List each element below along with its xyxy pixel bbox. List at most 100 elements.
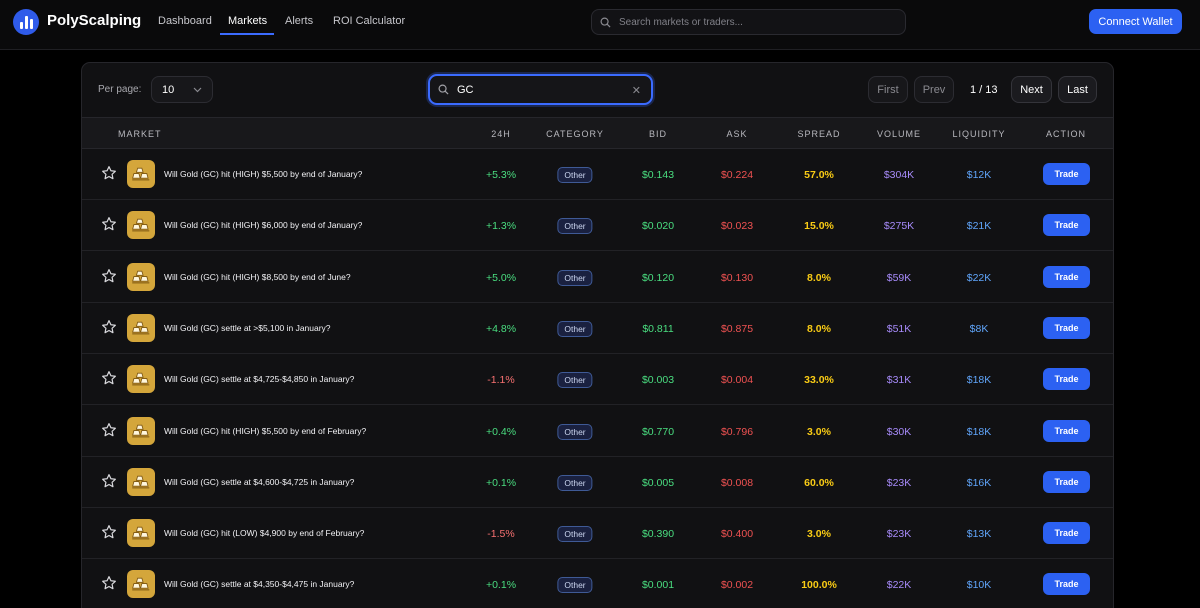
bid-price: $0.811 [642,322,674,335]
active-tab-indicator [220,33,274,35]
table-row[interactable]: Will Gold (GC) hit (HIGH) $5,500 by end … [82,406,1113,457]
trade-button[interactable]: Trade [1043,470,1090,493]
table-row[interactable]: Will Gold (GC) settle at $4,725-$4,850 i… [82,354,1113,406]
gold-bars-icon [127,416,155,445]
market-name[interactable]: Will Gold (GC) hit (HIGH) $6,000 by end … [164,220,363,231]
table-row[interactable]: Will Gold (GC) hit (HIGH) $6,000 by end … [82,200,1113,252]
table-row[interactable]: Will Gold (GC) settle at $4,350-$4,475 i… [82,559,1113,608]
polyscalping-logo-icon[interactable] [13,9,39,35]
volume-value: $30K [886,425,912,438]
next-page-button[interactable]: Next [1011,76,1052,103]
category-badge: Other [557,218,593,235]
spread-value: 8.0% [807,322,831,335]
market-name[interactable]: Will Gold (GC) hit (HIGH) $5,500 by end … [164,169,363,179]
star-icon[interactable] [101,165,117,181]
bid-price: $0.003 [641,374,675,387]
gold-bars-icon [127,467,155,496]
volume-value: $51K [886,322,912,335]
global-search-input[interactable] [619,16,889,28]
column-bid[interactable]: Bid [648,129,668,139]
column-liquidity[interactable]: Liquidity [952,129,1006,139]
ask-price: $0.224 [720,169,754,181]
liquidity-value: $18K [966,425,992,438]
spread-value: 33.0% [804,374,834,387]
market-name[interactable]: Will Gold (GC) hit (HIGH) $8,500 by end … [164,271,351,282]
change-24h: -1.5% [487,528,515,541]
market-name[interactable]: Will Gold (GC) settle at >$5,100 in Janu… [164,322,331,333]
trade-button[interactable]: Trade [1043,368,1090,391]
spread-value: 15.0% [804,220,834,233]
table-row[interactable]: Will Gold (GC) hit (LOW) $4,900 by end o… [82,508,1113,560]
ask-price: $0.400 [720,528,754,541]
ask-price: $0.002 [720,579,754,592]
column-market[interactable]: Market [118,129,162,139]
volume-value: $275K [883,220,915,233]
category-badge: Other [557,577,593,594]
global-search[interactable] [591,9,906,35]
gold-bars-icon [127,262,155,291]
first-page-button[interactable]: First [868,76,908,103]
nav-alerts[interactable]: Alerts [285,15,314,27]
market-search-input[interactable] [457,83,617,96]
trade-button[interactable]: Trade [1043,316,1090,339]
clear-search-icon[interactable]: ✕ [631,85,641,97]
change-24h: +0.1% [485,579,517,592]
spread-value: 3.0% [807,528,831,541]
market-name[interactable]: Will Gold (GC) settle at $4,350-$4,475 i… [164,579,355,590]
prev-page-button[interactable]: Prev [914,76,954,103]
star-icon[interactable] [101,422,117,438]
bid-price: $0.770 [641,425,675,438]
trade-button[interactable]: Trade [1043,573,1090,596]
table-header: Market 24h Category Bid Ask Spread Volum… [82,117,1113,149]
brand-name[interactable]: PolyScalping [47,12,142,29]
star-icon[interactable] [101,216,117,232]
connect-wallet-button[interactable]: Connect Wallet [1089,9,1182,34]
ask-price: $0.130 [720,271,754,284]
market-name[interactable]: Will Gold (GC) settle at $4,600-$4,725 i… [164,476,355,487]
table-row[interactable]: Will Gold (GC) hit (HIGH) $5,500 by end … [82,149,1113,200]
category-badge: Other [557,526,593,543]
ask-price: $0.023 [720,220,754,233]
gold-bars-icon [127,519,155,548]
trade-button[interactable]: Trade [1043,265,1090,288]
trade-button[interactable]: Trade [1043,419,1090,442]
volume-value: $23K [886,476,912,489]
search-icon [600,17,611,28]
trade-button[interactable]: Trade [1043,522,1090,545]
change-24h: +0.1% [485,476,517,489]
bid-price: $0.005 [641,476,675,489]
table-row[interactable]: Will Gold (GC) hit (HIGH) $8,500 by end … [82,252,1113,303]
column-volume[interactable]: Volume [876,129,922,139]
nav-dashboard[interactable]: Dashboard [158,15,212,27]
column-category[interactable]: Category [546,129,604,139]
nav-roi-calculator[interactable]: ROI Calculator [333,15,406,27]
bid-price: $0.120 [641,271,675,284]
star-icon[interactable] [101,370,117,386]
table-row[interactable]: Will Gold (GC) settle at $4,600-$4,725 i… [82,457,1113,508]
column-ask[interactable]: Ask [726,129,748,139]
star-icon[interactable] [101,268,117,284]
market-name[interactable]: Will Gold (GC) hit (LOW) $4,900 by end o… [164,528,365,539]
change-24h: +1.3% [485,220,517,233]
liquidity-value: $8K [969,322,989,335]
market-name[interactable]: Will Gold (GC) settle at $4,725-$4,850 i… [164,374,355,385]
star-icon[interactable] [101,473,117,489]
per-page-select[interactable]: 10 [151,76,213,103]
liquidity-value: $10K [966,579,992,592]
star-icon[interactable] [101,319,117,335]
last-page-button[interactable]: Last [1058,76,1097,103]
market-name[interactable]: Will Gold (GC) hit (HIGH) $5,500 by end … [164,425,367,436]
change-24h: +5.0% [485,271,517,284]
column-spread[interactable]: Spread [797,129,841,139]
table-row[interactable]: Will Gold (GC) settle at >$5,100 in Janu… [82,303,1113,354]
nav-markets[interactable]: Markets [228,15,268,27]
star-icon[interactable] [101,575,117,591]
market-search[interactable]: ✕ [428,74,653,105]
column-24h[interactable]: 24h [491,129,511,139]
trade-button[interactable]: Trade [1043,214,1090,237]
spread-value: 60.0% [804,476,834,489]
star-icon[interactable] [101,524,117,540]
top-navigation: PolyScalping Dashboard Markets Alerts RO… [0,0,1200,50]
trade-button[interactable]: Trade [1043,163,1090,185]
gold-bars-icon [127,211,155,240]
